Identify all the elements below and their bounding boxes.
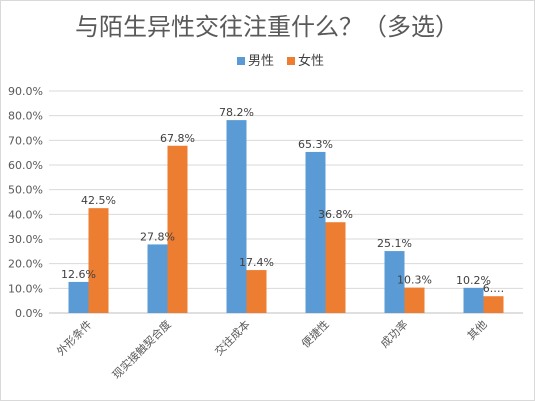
legend-label-0: 男性 (248, 54, 274, 69)
category-label: 便捷性 (298, 317, 331, 350)
data-label: 27.8% (140, 230, 175, 243)
y-tick-label: 40.0% (8, 208, 43, 221)
data-label: 10.2% (456, 274, 491, 287)
bar-female (88, 208, 109, 313)
data-label: 10.3% (397, 274, 432, 287)
legend-label-1: 女性 (298, 53, 324, 69)
y-tick-label: 60.0% (8, 159, 43, 172)
bar-female (246, 270, 267, 313)
data-label: 67.8% (160, 132, 195, 145)
y-tick-label: 90.0% (8, 85, 43, 98)
data-label: 65.3% (298, 138, 333, 151)
category-label: 现实接触契合度 (109, 317, 173, 381)
bar-male (463, 287, 484, 313)
bar-male (68, 281, 89, 313)
bar-female (167, 145, 188, 313)
data-label: 6.… (483, 282, 505, 295)
bar-female (483, 296, 504, 313)
y-tick-label: 30.0% (8, 233, 43, 246)
y-axis: 0.0% 10.0% 20.0% 30.0% 40.0% 50.0% 60.0% 70.0% 8… (8, 85, 43, 320)
y-tick-label: 80.0% (8, 110, 43, 123)
y-tick-label: 50.0% (8, 184, 43, 197)
data-label: 12.6% (61, 268, 96, 281)
y-tick-label: 70.0% (8, 134, 43, 147)
data-label: 25.1% (377, 237, 412, 250)
gridlines (49, 90, 523, 314)
bars (68, 120, 504, 314)
y-tick-label: 10.0% (8, 282, 43, 295)
chart-title: 与陌生异性交往注重什么？（多选） (75, 13, 459, 41)
bar-male (384, 251, 405, 313)
bar-female (404, 287, 425, 313)
category-label: 外形条件 (54, 317, 95, 358)
bar-male (226, 120, 247, 314)
y-tick-label: 20.0% (8, 258, 43, 271)
data-label: 78.2% (219, 106, 254, 119)
x-axis: 外形条件 现实接触契合度 交往成本 便捷性 成功率 其他 (54, 317, 490, 381)
data-label: 36.8% (318, 208, 353, 221)
bar-male (305, 151, 326, 313)
category-label: 成功率 (377, 317, 410, 350)
category-label: 其他 (465, 318, 490, 343)
legend-swatch-1 (287, 57, 295, 65)
legend: 男性 女性 (237, 53, 324, 69)
bar-male (147, 244, 168, 313)
data-label: 42.5% (81, 194, 116, 207)
category-label: 交往成本 (212, 317, 253, 358)
data-labels: 12.6% 42.5% 27.8% 67.8% 78.2% 17.4% 65.3% 36.8%… (61, 106, 504, 295)
bar-female (325, 222, 346, 313)
data-label: 17.4% (239, 256, 274, 269)
y-tick-label: 0.0% (15, 307, 43, 320)
legend-swatch-0 (237, 57, 245, 65)
